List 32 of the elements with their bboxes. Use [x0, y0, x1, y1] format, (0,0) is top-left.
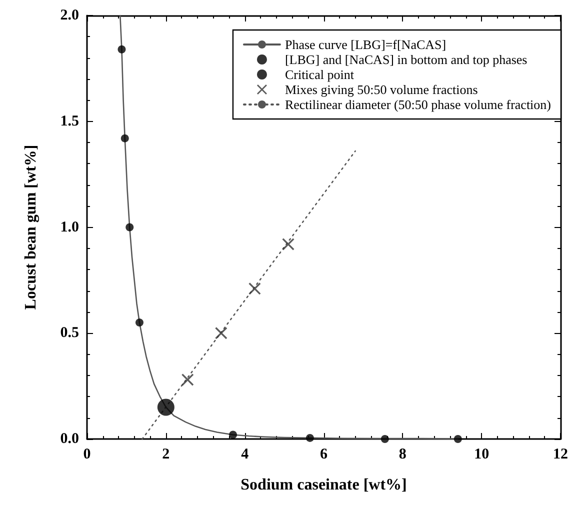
point — [380, 435, 389, 443]
x-axis-title: Sodium caseinate [wt%] — [240, 476, 407, 494]
point — [118, 45, 126, 54]
point — [229, 430, 237, 439]
y-tick-label: 0.0 — [60, 431, 79, 447]
x-tick-label: 2 — [162, 446, 170, 462]
y-tick-label: 1.0 — [60, 219, 79, 236]
point — [454, 435, 462, 443]
x-tick-label: 12 — [553, 446, 568, 462]
y-axis-title: Locust bean gum [wt%] — [22, 144, 40, 310]
x-tick-label: 0 — [83, 446, 91, 462]
point — [157, 398, 174, 416]
point — [126, 223, 134, 232]
legend-label: Critical point — [284, 67, 354, 82]
point — [135, 318, 144, 327]
x-tick-label: 8 — [398, 446, 406, 462]
point — [120, 134, 129, 142]
x-tick-label: 10 — [474, 446, 490, 462]
point — [306, 434, 314, 442]
point — [215, 327, 228, 340]
x-tick-label: 6 — [320, 446, 328, 462]
point — [248, 282, 261, 295]
point — [282, 238, 294, 250]
legend-label: Mixes giving 50:50 volume fractions — [284, 82, 478, 97]
x-tick-label: 4 — [241, 446, 250, 462]
y-tick-label: 0.5 — [60, 325, 79, 342]
point — [182, 374, 194, 386]
y-tick-label: 2.0 — [60, 8, 79, 24]
legend-label: Phase curve [LBG]=f[NaCAS] — [284, 37, 446, 52]
legend-label: Rectilinear diameter (50:50 phase volume fraction) — [284, 97, 552, 112]
y-tick-label: 1.5 — [60, 113, 79, 130]
legend-label: [LBG] and [NaCAS] in bottom and top phases — [284, 52, 528, 67]
